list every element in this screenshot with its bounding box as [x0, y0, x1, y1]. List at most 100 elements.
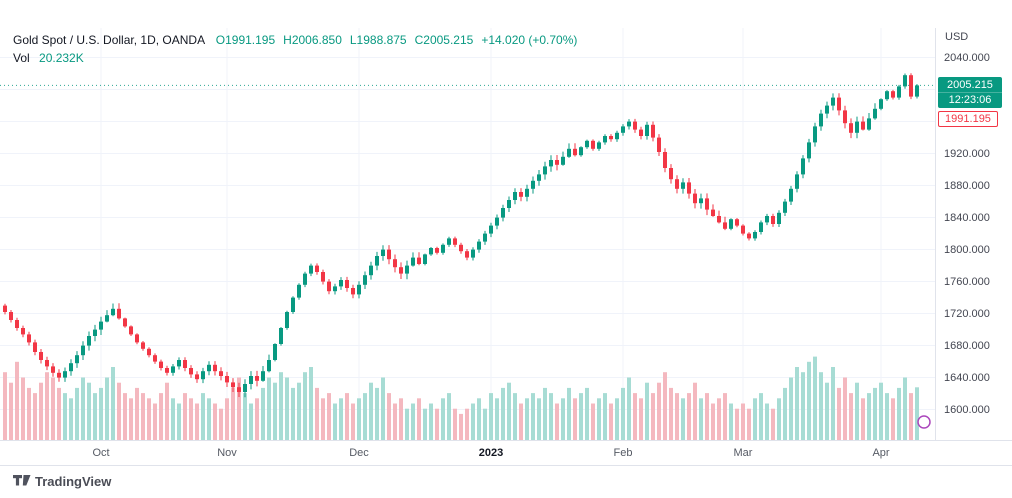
volume-bar: [771, 408, 775, 440]
volume-bar: [483, 408, 487, 440]
volume-bar: [699, 398, 703, 440]
candle-body: [459, 244, 463, 252]
tradingview-brand[interactable]: TradingView: [35, 474, 112, 489]
candle-body: [825, 105, 829, 114]
volume-bar: [765, 403, 769, 440]
time-axis-label: Oct: [92, 447, 110, 459]
volume-bar: [591, 403, 595, 440]
candle-body: [393, 259, 397, 268]
candle-body: [723, 222, 727, 229]
candle-body: [195, 374, 199, 380]
candle-body: [447, 238, 451, 245]
volume-bar: [627, 377, 631, 440]
ohlc-value: L1988.875: [349, 33, 407, 47]
volume-bar: [693, 382, 697, 440]
volume-bar: [405, 408, 409, 440]
volume-bar: [639, 398, 643, 440]
volume-bar: [891, 398, 895, 440]
volume-bar: [789, 377, 793, 440]
volume-bar: [213, 403, 217, 440]
volume-bar: [657, 382, 661, 440]
candlestick-chart[interactable]: [0, 28, 935, 440]
tradingview-logo-icon[interactable]: [13, 474, 31, 489]
volume-bar: [243, 393, 247, 440]
symbol-title[interactable]: Gold Spot / U.S. Dollar, 1D, OANDA: [13, 33, 205, 47]
volume-bar: [513, 393, 517, 440]
volume-bar: [681, 398, 685, 440]
candle-body: [201, 371, 205, 380]
volume-bar: [531, 393, 535, 440]
volume-bar: [909, 393, 913, 440]
time-axis[interactable]: Oct Nov Dec 2023 Feb Mar Apr: [0, 440, 1012, 466]
candle-body: [645, 124, 649, 136]
volume-bar: [549, 393, 553, 440]
candle-body: [705, 198, 709, 210]
volume-bar: [411, 403, 415, 440]
candle-body: [795, 174, 799, 189]
volume-bar: [327, 393, 331, 440]
candle-body: [567, 148, 571, 157]
footer-bar: TradingView: [0, 466, 1012, 498]
volume-bar: [867, 393, 871, 440]
candle-body: [333, 286, 337, 292]
volume-bar: [603, 393, 607, 440]
candle-body: [903, 75, 907, 87]
volume-bar: [219, 408, 223, 440]
candle-body: [699, 198, 703, 204]
volume-bar: [75, 387, 79, 440]
volume-bar: [309, 367, 313, 440]
candle-body: [855, 121, 859, 133]
volume-bar: [555, 403, 559, 440]
candle-body: [297, 284, 301, 298]
candle-body: [315, 265, 319, 272]
candle-body: [453, 238, 457, 245]
volume-bar: [831, 367, 835, 440]
candle-body: [837, 97, 841, 111]
volume-bar: [231, 387, 235, 440]
volume-bar: [711, 403, 715, 440]
volume-bar: [357, 398, 361, 440]
volume-bar: [453, 408, 457, 440]
candle-body: [135, 334, 139, 343]
price-axis[interactable]: USD 2040.0002000.0001960.0001920.0001880…: [935, 28, 1012, 466]
candle-body: [693, 193, 697, 204]
candle-body: [477, 241, 481, 250]
candle-body: [237, 387, 241, 392]
candle-body: [807, 142, 811, 159]
volume-bar: [567, 387, 571, 440]
volume-bar: [459, 413, 463, 440]
event-marker-icon[interactable]: [917, 415, 931, 429]
candle-body: [249, 376, 253, 384]
candle-body: [261, 371, 265, 381]
price-axis-label: 1680.000: [944, 340, 990, 352]
volume-bar: [399, 398, 403, 440]
volume-bar: [441, 398, 445, 440]
candle-body: [591, 140, 595, 149]
price-axis-label: 2040.000: [944, 52, 990, 64]
candle-body: [417, 257, 421, 264]
candle-body: [15, 320, 19, 328]
price-axis-label: 1640.000: [944, 372, 990, 384]
volume-bar: [201, 393, 205, 440]
volume-bar: [687, 393, 691, 440]
candle-body: [681, 182, 685, 189]
volume-bar: [291, 387, 295, 440]
candle-body: [231, 382, 235, 388]
volume-bar: [303, 372, 307, 440]
volume-bar: [873, 387, 877, 440]
candle-body: [501, 208, 505, 218]
chart-plot-area[interactable]: [0, 28, 935, 440]
candle-body: [657, 137, 661, 152]
volume-bar: [777, 398, 781, 440]
open-price-badge: 1991.195: [938, 111, 998, 127]
candle-body: [207, 364, 211, 372]
volume-bar: [855, 382, 859, 440]
volume-bar: [279, 372, 283, 440]
candle-body: [225, 376, 229, 383]
volume-bar: [375, 387, 379, 440]
candle-body: [219, 371, 223, 376]
volume-bar: [507, 382, 511, 440]
ohlc-value: H2006.850: [283, 33, 342, 47]
volume-bar: [651, 393, 655, 440]
candle-body: [129, 326, 133, 335]
